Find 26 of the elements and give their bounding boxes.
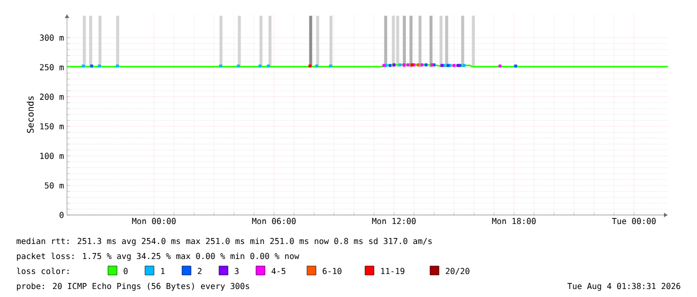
text: median rtt: 251.3 ms avg 254.0 ms max 251.0 ms min 251.0 ms now 0.8 ms sd 317.0 am/s [16,238,432,246]
legend-label: 1 [161,268,165,274]
x-tick-label: Tue 00:00 [612,218,656,224]
text: packet loss: 1.75 % avg 34.25 % max 0.00 % min 0.00 % now [16,252,300,261]
text: Tue Aug 4 01:38:31 2026 [567,282,680,291]
x-tick-label: Mon 06:00 [252,218,296,224]
y-axis-title: Seconds [26,96,34,133]
y-tick-label: 0 [60,212,64,218]
y-tick-label: 50 m [44,182,64,189]
y-tick-label: 300 m [40,34,64,41]
y-tick-label: 150 m [40,123,64,130]
legend-label: 6-10 [322,268,342,274]
y-tick-label: 250 m [40,64,64,70]
legend-label: 3 [234,268,239,274]
legend-label: 11-19 [381,268,404,274]
legend-label: 4-5 [272,268,286,274]
x-tick-label: Mon 00:00 [132,218,176,224]
y-tick-label: 200 m [40,94,64,100]
y-tick-label: 100 m [40,152,64,159]
x-tick-label: Mon 18:00 [492,218,536,224]
legend-label: 2 [198,268,202,274]
legend-title: loss color: [16,268,69,274]
legend-label: 0 [124,268,128,274]
x-tick-label: Mon 12:00 [372,218,416,224]
text: probe: 20 ICMP Echo Pings (56 Bytes) every 300s [16,282,250,291]
legend-label: 20/20 [446,268,470,275]
